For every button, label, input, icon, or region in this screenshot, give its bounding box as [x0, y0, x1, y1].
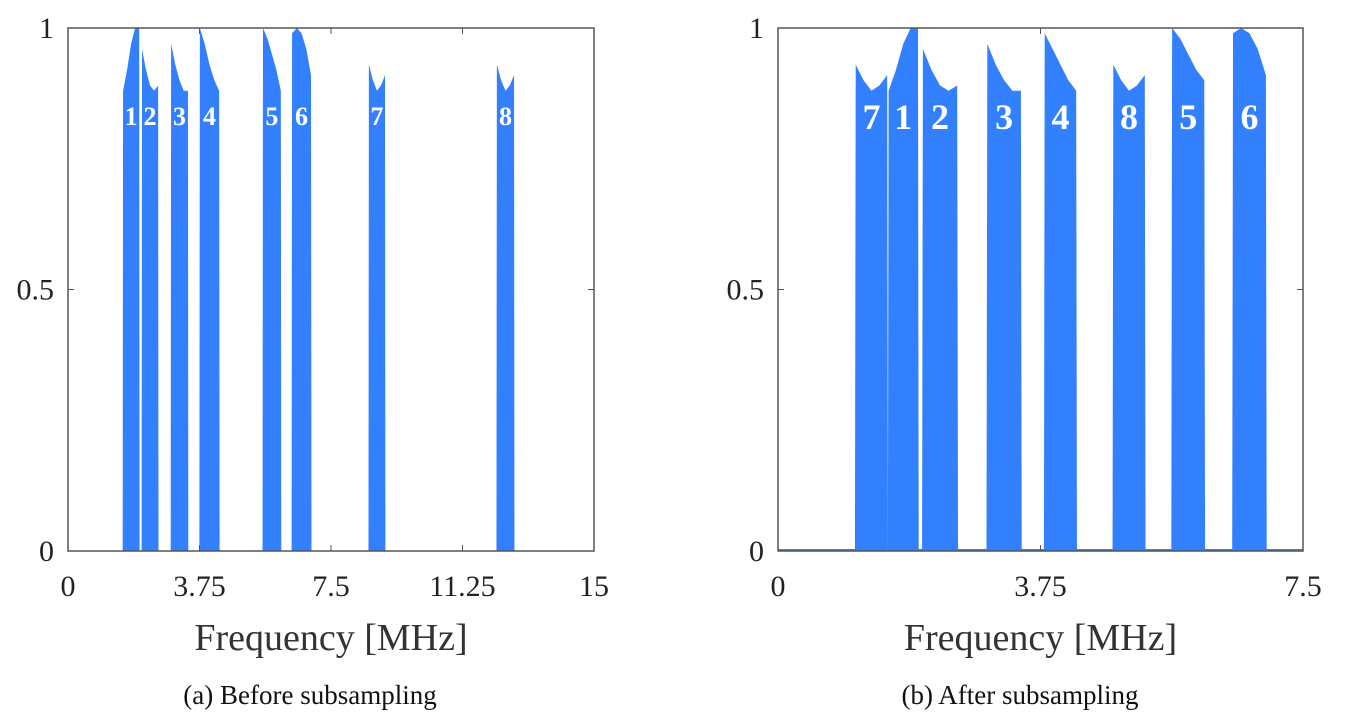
y-tick-label: 0.5: [17, 274, 55, 307]
x-tick-label: 0: [61, 570, 76, 603]
band-label: 3: [995, 97, 1013, 137]
band-5: [1171, 28, 1206, 551]
band-8: [1112, 64, 1146, 552]
band-label: 6: [1240, 97, 1258, 137]
band-6: [1232, 28, 1267, 551]
band-label: 2: [931, 97, 949, 137]
y-tick-label: 0: [39, 535, 54, 568]
band-label: 2: [144, 102, 157, 131]
x-tick-label: 15: [579, 570, 609, 603]
x-tick-label: 7.5: [312, 570, 350, 603]
x-tick-label: 11.25: [429, 570, 495, 603]
band-8: [496, 64, 515, 552]
band-3: [170, 43, 189, 551]
x-axis-label: Frequency [MHz]: [194, 617, 467, 659]
band-4: [1043, 33, 1077, 552]
band-7: [854, 64, 888, 552]
y-tick-label: 1: [749, 12, 764, 45]
band-label: 7: [862, 97, 880, 137]
band-6: [291, 28, 312, 551]
band-3: [986, 43, 1022, 551]
x-tick-label: 7.5: [1284, 570, 1322, 603]
caption-b: (b) After subsampling: [901, 680, 1139, 710]
y-tick-label: 0.5: [727, 274, 765, 307]
band-2: [141, 48, 159, 552]
band-1: [122, 28, 140, 551]
band-label: 1: [125, 102, 138, 131]
band-4: [199, 28, 220, 551]
band-label: 4: [203, 102, 216, 131]
band-label: 8: [1120, 97, 1138, 137]
x-axis-label: Frequency [MHz]: [904, 617, 1177, 659]
x-tick-label: 3.75: [173, 570, 226, 603]
band-7: [368, 64, 386, 552]
band-2: [922, 48, 959, 552]
y-tick-label: 0: [749, 535, 764, 568]
band-label: 3: [173, 102, 186, 131]
band-label: 1: [894, 97, 912, 137]
band-label: 5: [1179, 97, 1197, 137]
band-5: [262, 28, 282, 551]
x-tick-label: 3.75: [1014, 570, 1067, 603]
band-label: 5: [265, 102, 278, 131]
x-tick-label: 0: [771, 570, 786, 603]
band-label: 7: [370, 102, 383, 131]
band-label: 6: [295, 102, 308, 131]
band-1: [887, 28, 919, 551]
caption-a: (a) Before subsampling: [183, 680, 437, 710]
band-label: 4: [1051, 97, 1069, 137]
band-label: 8: [499, 102, 512, 131]
y-tick-label: 1: [39, 12, 54, 45]
